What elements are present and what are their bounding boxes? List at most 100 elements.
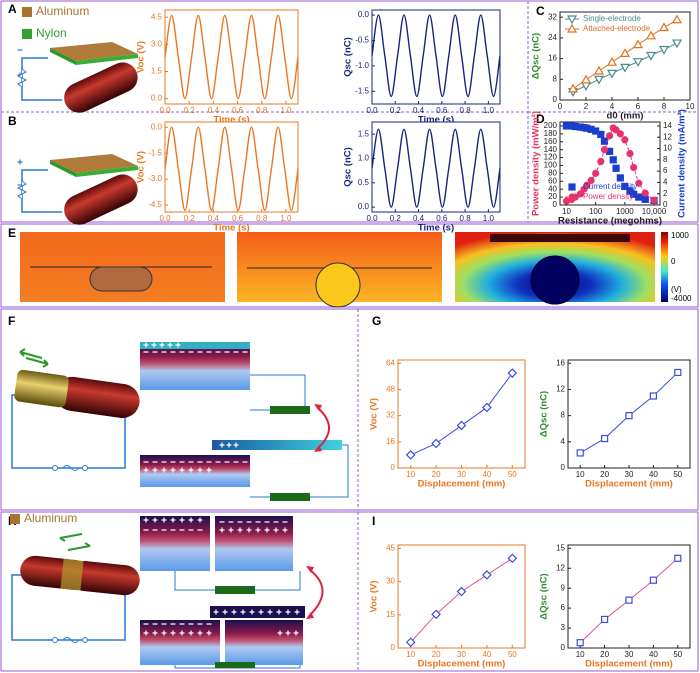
x-axis-label: Time (s) (418, 223, 454, 234)
x-tick-label: 0.4 (413, 106, 425, 115)
x-tick-label: 1.0 (280, 214, 292, 223)
y-axis-label: Qsc (nC) (343, 37, 354, 77)
y-tick-label: 100 (544, 161, 558, 170)
marker (597, 130, 605, 139)
panel-letter: I (372, 514, 375, 528)
marker (605, 132, 614, 140)
x-tick-label: 0.8 (460, 214, 472, 223)
y-tick-label: 15 (386, 610, 395, 619)
y-tick-label: -3.0 (148, 174, 162, 183)
charge-plus (17, 159, 23, 165)
x-axis-label: Displacement (mm) (585, 479, 673, 490)
charge-plus (143, 517, 149, 523)
y-tick-label: 20 (548, 192, 557, 201)
charge-plus (159, 342, 165, 348)
y-tick-label: 120 (544, 153, 558, 162)
colorbar-tick-label: -4000 (671, 294, 692, 303)
marker (649, 392, 658, 400)
x-tick-label: 0.2 (390, 106, 402, 115)
x-tick-label: 40 (649, 470, 658, 479)
y-tick-label: 80 (548, 168, 557, 177)
x-tick-label: 20 (432, 470, 441, 479)
marker (635, 179, 643, 187)
charge-plus (206, 630, 212, 636)
marker (482, 570, 492, 580)
marker (507, 553, 518, 564)
y-tick-label: 160 (544, 137, 558, 146)
x-tick-label: 1000 (616, 207, 634, 216)
charge-plus (294, 609, 300, 615)
marker (600, 615, 609, 624)
y-tick-label: 9 (561, 583, 566, 592)
y2-tick-label: 0 (663, 200, 668, 209)
y2-tick-label: 4 (663, 178, 668, 187)
marker (583, 181, 591, 189)
y-tick-label: 48 (386, 385, 395, 394)
device-a (21, 42, 138, 113)
colorbar-unit: (V) (671, 285, 682, 294)
x-tick-label: 50 (508, 470, 517, 479)
charge-plus (219, 527, 225, 533)
marker (650, 196, 658, 204)
marker (612, 164, 620, 172)
device-h (11, 516, 324, 669)
legend-label: Aluminum (36, 4, 89, 18)
resistor (16, 180, 28, 200)
x-tick-label: 1.0 (483, 214, 495, 223)
charge-plus (246, 527, 252, 533)
marker (431, 609, 441, 620)
y-tick-label: 1.0 (358, 154, 370, 163)
marker (632, 39, 644, 49)
x-axis-label: Displacement (mm) (418, 479, 506, 490)
x-tick-label: 2 (584, 102, 589, 111)
marker (641, 195, 649, 203)
x-tick-label: 20 (432, 650, 441, 659)
marker (600, 434, 609, 443)
legend-marker (566, 15, 578, 25)
y-tick-label: 0.0 (151, 94, 163, 103)
marker (658, 45, 670, 55)
x-tick-label: 0.6 (232, 214, 244, 223)
legend-label: Attached-electrode (583, 24, 651, 33)
y-tick-label: 0.0 (358, 10, 370, 19)
plot-frame (567, 544, 691, 649)
marker (606, 57, 618, 66)
x-tick-label: 10 (576, 650, 585, 659)
x-axis-label: Time (s) (213, 115, 249, 126)
colorbar-tick-label: 0 (671, 257, 676, 266)
x-tick-label: 0.8 (256, 106, 268, 115)
resistor (16, 68, 28, 88)
charge-plus (197, 517, 203, 523)
charge-plus (277, 630, 283, 636)
x-tick-label: 10 (562, 207, 571, 216)
marker (621, 136, 629, 144)
marker (576, 190, 585, 198)
marker (671, 39, 683, 49)
legend-label: Current density (583, 182, 637, 191)
charge-plus (143, 342, 149, 348)
charge-plus (170, 630, 176, 636)
y-tick-label: 0.5 (358, 178, 370, 187)
marker (645, 51, 657, 61)
x-tick-label: 4 (610, 102, 615, 111)
y-tick-label: 6 (561, 603, 566, 612)
marker (482, 402, 492, 413)
legend-swatch (22, 29, 32, 39)
marker (405, 450, 416, 460)
marker (580, 74, 592, 84)
x-tick-label: 0.8 (460, 106, 472, 115)
marker (431, 438, 441, 449)
x-tick-label: 0.2 (390, 214, 402, 223)
x-tick-label: 30 (457, 470, 466, 479)
x-tick-label: 10 (686, 102, 695, 111)
y-tick-label: 32 (386, 411, 395, 420)
x-tick-label: 50 (673, 650, 682, 659)
charge-plus (237, 527, 243, 533)
y-axis-label: ΔQsc (nC) (531, 33, 542, 79)
x-tick-label: 0.6 (436, 214, 448, 223)
marker (576, 639, 584, 647)
charge-plus (188, 517, 194, 523)
x-tick-label: 30 (457, 650, 466, 659)
y-tick-label: 0 (391, 463, 396, 472)
